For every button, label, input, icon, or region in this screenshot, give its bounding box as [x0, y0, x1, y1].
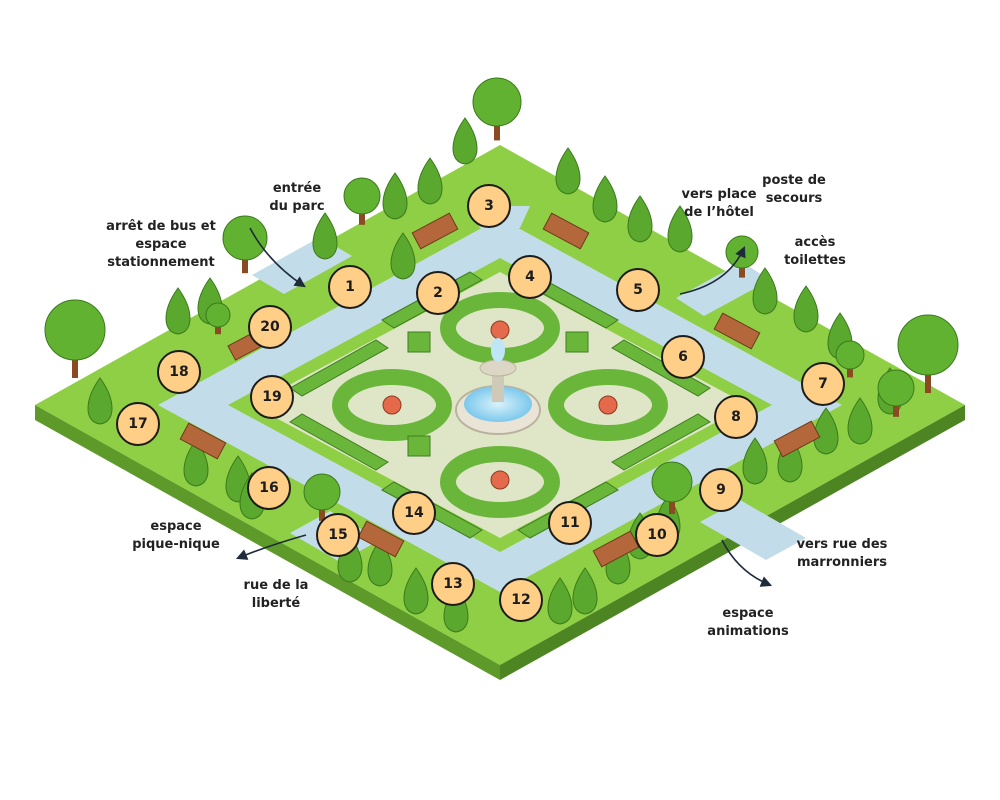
marker-19[interactable]: 19 — [250, 375, 294, 419]
marker-4[interactable]: 4 — [508, 255, 552, 299]
label-first-aid: poste de secours — [762, 173, 826, 206]
marker-11[interactable]: 11 — [548, 501, 592, 545]
direction-arrows — [235, 227, 773, 587]
marker-12[interactable]: 12 — [499, 578, 543, 622]
hedge-maze — [289, 271, 711, 539]
marker-10[interactable]: 10 — [635, 513, 679, 557]
label-picnic: espace pique-nique — [132, 519, 220, 552]
benches — [179, 212, 821, 568]
marker-18[interactable]: 18 — [157, 350, 201, 394]
fountain — [455, 338, 541, 435]
marker-5[interactable]: 5 — [616, 268, 660, 312]
marker-20[interactable]: 20 — [248, 305, 292, 349]
label-marronniers-street: vers rue des marronniers — [796, 537, 888, 570]
label-hotel: vers place de l’hôtel — [681, 187, 757, 220]
label-park-entrance: entrée du parc — [269, 181, 325, 214]
marker-14[interactable]: 14 — [392, 491, 436, 535]
marker-8[interactable]: 8 — [714, 395, 758, 439]
marker-13[interactable]: 13 — [431, 562, 475, 606]
marker-15[interactable]: 15 — [316, 513, 360, 557]
label-animations: espace animations — [707, 606, 789, 639]
marker-9[interactable]: 9 — [699, 468, 743, 512]
marker-7[interactable]: 7 — [801, 362, 845, 406]
label-toilets: accès toilettes — [784, 235, 846, 268]
marker-17[interactable]: 17 — [116, 402, 160, 446]
marker-16[interactable]: 16 — [247, 466, 291, 510]
marker-1[interactable]: 1 — [328, 265, 372, 309]
label-bus-stop: arrêt de bus et espace stationnement — [106, 219, 216, 270]
marker-3[interactable]: 3 — [467, 184, 511, 228]
marker-2[interactable]: 2 — [416, 271, 460, 315]
label-liberte-street: rue de la liberté — [243, 578, 309, 611]
marker-6[interactable]: 6 — [661, 335, 705, 379]
